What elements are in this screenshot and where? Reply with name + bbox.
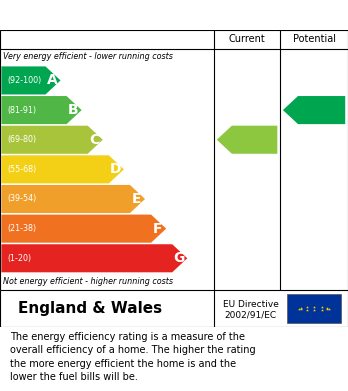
Text: G: G (173, 251, 185, 265)
Text: F: F (153, 222, 163, 236)
Text: Potential: Potential (293, 34, 335, 44)
Text: (92-100): (92-100) (8, 76, 42, 85)
Text: D: D (110, 162, 121, 176)
Text: Current: Current (229, 34, 266, 44)
Text: Energy Efficiency Rating: Energy Efficiency Rating (10, 7, 232, 23)
Text: Not energy efficient - higher running costs: Not energy efficient - higher running co… (3, 277, 174, 286)
Polygon shape (1, 215, 166, 243)
Text: C: C (89, 133, 100, 147)
Text: A: A (47, 74, 58, 88)
Polygon shape (1, 96, 82, 124)
Text: EU Directive: EU Directive (223, 300, 278, 308)
Text: (81-91): (81-91) (8, 106, 37, 115)
Text: E: E (132, 192, 142, 206)
Text: (55-68): (55-68) (8, 165, 37, 174)
Bar (287, 294, 341, 323)
Text: B: B (68, 103, 79, 117)
Polygon shape (1, 244, 187, 272)
Text: (69-80): (69-80) (8, 135, 37, 144)
Polygon shape (1, 155, 124, 183)
Text: 84: 84 (312, 103, 331, 117)
Text: England & Wales: England & Wales (18, 301, 162, 316)
Text: The energy efficiency rating is a measure of the
overall efficiency of a home. T: The energy efficiency rating is a measur… (10, 332, 256, 382)
Text: 71: 71 (245, 133, 264, 147)
Text: 2002/91/EC: 2002/91/EC (224, 310, 277, 319)
Polygon shape (1, 185, 145, 213)
Text: (21-38): (21-38) (8, 224, 37, 233)
Polygon shape (1, 66, 61, 95)
Text: (39-54): (39-54) (8, 194, 37, 203)
Text: (1-20): (1-20) (8, 254, 32, 263)
Polygon shape (217, 126, 277, 154)
Polygon shape (1, 126, 103, 154)
Text: Very energy efficient - lower running costs: Very energy efficient - lower running co… (3, 52, 173, 61)
Polygon shape (283, 96, 345, 124)
